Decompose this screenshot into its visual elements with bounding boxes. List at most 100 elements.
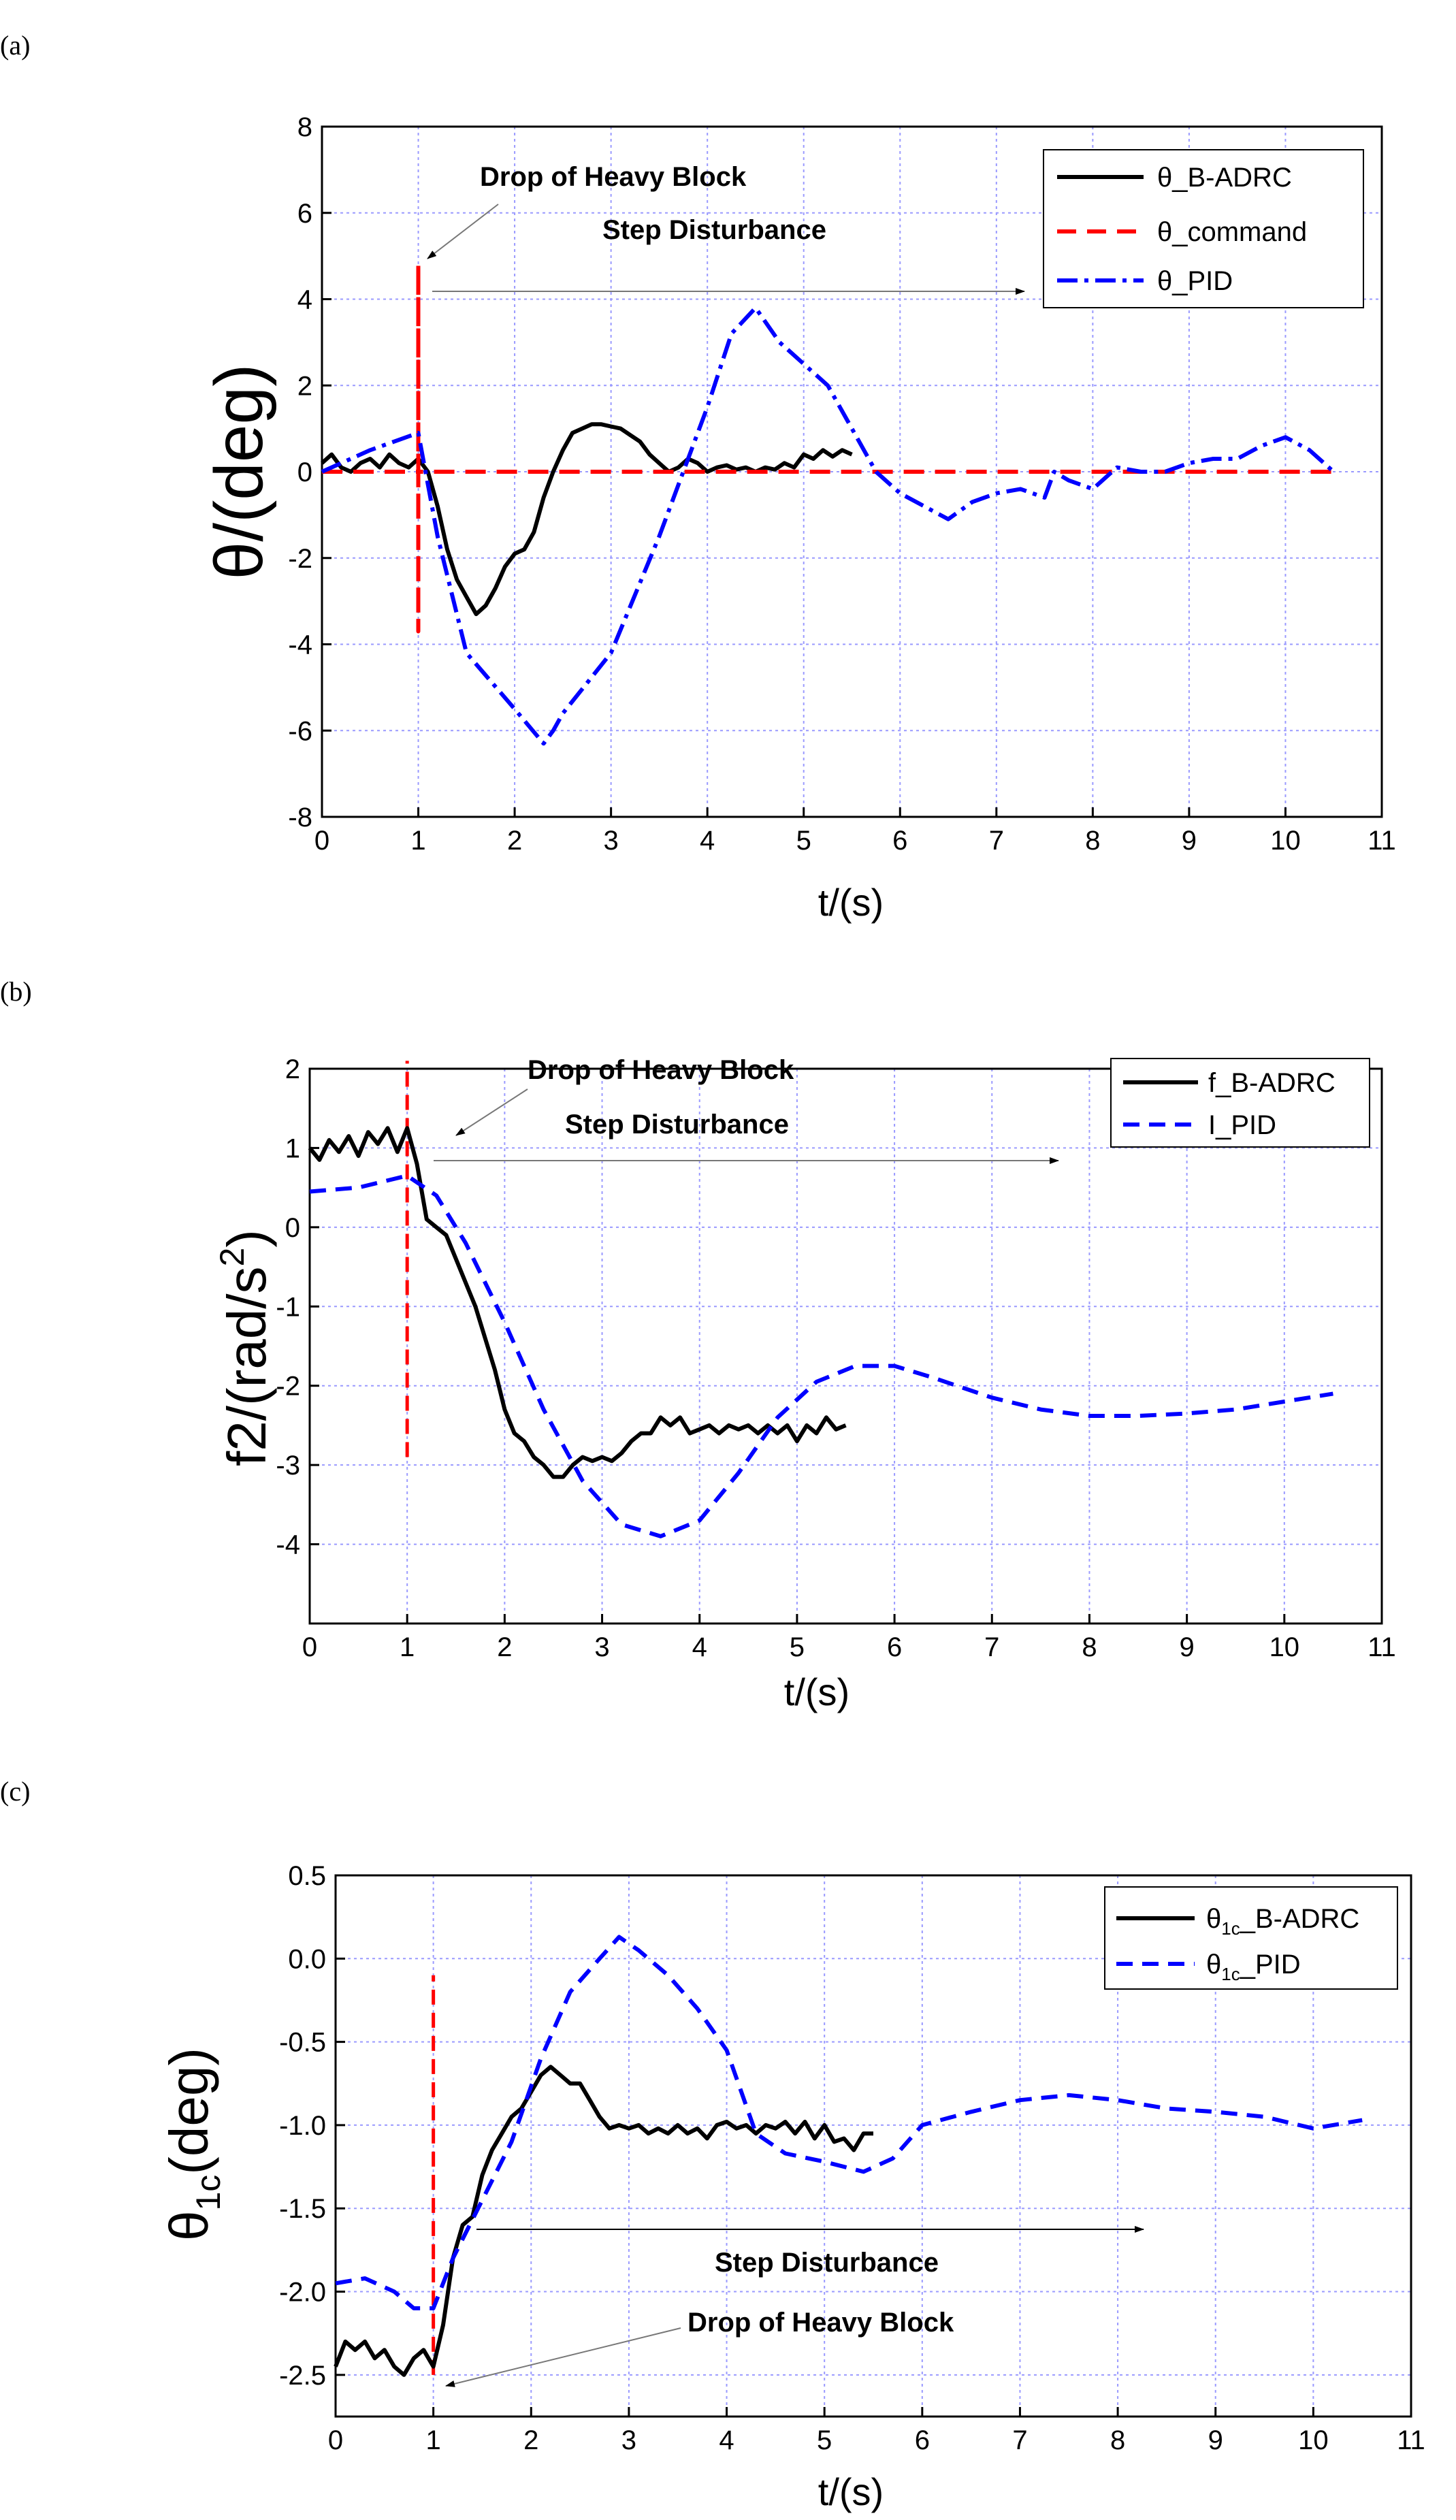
legend-c-0-end: _B-ADRC xyxy=(1240,1904,1360,1934)
y-tick-label: -2 xyxy=(288,544,312,574)
series-line-0 xyxy=(308,1126,847,1479)
panel-label-c: (c) xyxy=(0,1776,30,1807)
x-tick-label: 7 xyxy=(1012,2425,1027,2455)
ylabel-a: θ/(deg) xyxy=(201,364,277,580)
y-tick-label: -1.5 xyxy=(279,2194,326,2224)
y-tick-label: -1.0 xyxy=(279,2111,326,2141)
y-tick-label: -8 xyxy=(288,803,312,833)
legend-c-1-main: θ xyxy=(1206,1950,1221,1980)
xlabel-b: t/(s) xyxy=(784,1670,850,1713)
ylabel-c: θ1c(deg) xyxy=(159,2048,227,2241)
y-tick-label: 0.5 xyxy=(288,1861,326,1891)
y-tick-label: -2.0 xyxy=(279,2278,326,2308)
x-tick-label: 0 xyxy=(328,2425,343,2455)
y-tick-label: -4 xyxy=(276,1530,300,1560)
x-tick-label: 7 xyxy=(989,826,1004,856)
annotation-step-a: Step Disturbance xyxy=(602,215,826,245)
legend-label-b-1: I_PID xyxy=(1208,1110,1276,1140)
x-tick-label: 3 xyxy=(604,826,619,856)
x-tick-label: 8 xyxy=(1082,1632,1097,1662)
legend-box-b xyxy=(1110,1058,1370,1148)
legend-box-c xyxy=(1104,1886,1398,1990)
series-a xyxy=(321,262,1336,746)
grid-b xyxy=(310,1069,1382,1624)
x-tick-label: 3 xyxy=(621,2425,636,2455)
xlabel-a: t/(s) xyxy=(818,881,884,924)
ticks-c: 0 1 2 3 4 5 6 7 8 9 10 11 -2.5 -2.0 -1.5 -1.0 -0.5 0.0 0.5 xyxy=(279,1861,1425,2455)
x-tick-label: 4 xyxy=(692,1632,707,1662)
panel-label-a: (a) xyxy=(0,30,30,61)
y-tick-label: 0 xyxy=(297,457,312,487)
ylabel-b-main: f2/(rad/s xyxy=(216,1267,277,1466)
y-tick-label: -6 xyxy=(288,716,312,746)
arrow-drop-c xyxy=(445,2327,681,2387)
annotation-drop-b: Drop of Heavy Block xyxy=(528,1055,794,1085)
x-tick-label: 5 xyxy=(817,2425,832,2455)
x-tick-label: 2 xyxy=(497,1632,512,1662)
x-tick-label: 9 xyxy=(1208,2425,1223,2455)
x-tick-label: 6 xyxy=(887,1632,902,1662)
y-tick-label: 0.0 xyxy=(288,1944,326,1974)
legend-label-b-0: f_B-ADRC xyxy=(1208,1068,1336,1098)
y-tick-label: -2 xyxy=(276,1372,300,1402)
y-tick-label: -0.5 xyxy=(279,2028,326,2058)
x-tick-label: 10 xyxy=(1269,1632,1300,1662)
ylabel-c-main: θ xyxy=(159,2211,219,2242)
x-tick-label: 6 xyxy=(892,826,907,856)
grid-c xyxy=(336,1875,1411,2417)
x-tick-label: 2 xyxy=(507,826,522,856)
y-tick-label: 8 xyxy=(297,112,312,142)
y-tick-label: 2 xyxy=(285,1054,300,1084)
x-tick-label: 2 xyxy=(523,2425,538,2455)
series-line-0 xyxy=(334,2065,873,2377)
series-line-1 xyxy=(335,1935,1363,2310)
annotation-step-c: Step Disturbance xyxy=(715,2248,939,2278)
x-tick-label: 9 xyxy=(1182,826,1197,856)
ylabel-b: f2/(rad/s2) xyxy=(213,1229,277,1466)
plot-frame-c xyxy=(334,1874,1412,2418)
x-tick-label: 9 xyxy=(1180,1632,1195,1662)
x-tick-label: 1 xyxy=(400,1632,415,1662)
series-line-0 xyxy=(321,422,853,617)
ticks-a: 0 1 2 3 4 5 6 7 8 9 10 11 -8 -6 -4 -2 0 2 4 6 8 xyxy=(288,112,1395,856)
x-tick-label: 10 xyxy=(1298,2425,1329,2455)
x-tick-label: 1 xyxy=(410,826,425,856)
x-tick-label: 11 xyxy=(1368,826,1396,856)
xlabel-c: t/(s) xyxy=(818,2470,884,2513)
x-tick-label: 4 xyxy=(700,826,715,856)
ticks-b: 0 1 2 3 4 5 6 7 8 9 10 11 -4 -3 -2 -1 0 1 2 xyxy=(276,1054,1395,1662)
y-tick-label: 2 xyxy=(297,371,312,401)
ylabel-b-end: ) xyxy=(216,1229,277,1248)
panel-label-b: (b) xyxy=(0,976,32,1007)
y-tick-label: -3 xyxy=(276,1451,300,1481)
x-tick-label: 0 xyxy=(302,1632,317,1662)
x-tick-label: 11 xyxy=(1368,1632,1396,1662)
annotation-drop-c: Drop of Heavy Block xyxy=(687,2308,954,2338)
x-tick-label: 4 xyxy=(719,2425,734,2455)
x-tick-label: 6 xyxy=(915,2425,930,2455)
arrow-drop-b xyxy=(455,1088,528,1136)
series-line-1 xyxy=(309,1174,1333,1538)
y-tick-label: 6 xyxy=(297,199,312,229)
legend-label-a-2: θ_PID xyxy=(1157,266,1233,296)
y-tick-label: -4 xyxy=(288,630,312,660)
legend-c-0-sub: 1c xyxy=(1221,1918,1240,1939)
legend-c-1-sub: 1c xyxy=(1221,1964,1240,1984)
x-tick-label: 5 xyxy=(790,1632,805,1662)
x-tick-label: 10 xyxy=(1270,826,1301,856)
annotation-step-b: Step Disturbance xyxy=(565,1110,789,1140)
legend-b: f_B-ADRC I_PID xyxy=(1110,1058,1370,1148)
x-tick-label: 11 xyxy=(1397,2425,1425,2455)
x-tick-label: 7 xyxy=(984,1632,999,1662)
series-line-1 xyxy=(322,262,1334,634)
legend-label-c-1: θ1c_PID xyxy=(1206,1950,1301,1984)
series-c xyxy=(334,1935,1363,2377)
plot-frame-b xyxy=(308,1067,1383,1625)
series-line-2 xyxy=(321,306,1336,746)
ylabel-c-sub: 1c xyxy=(189,2175,227,2211)
legend-label-a-1: θ_command xyxy=(1157,217,1307,247)
ylabel-b-sup: 2 xyxy=(213,1248,251,1267)
x-tick-label: 0 xyxy=(314,826,329,856)
